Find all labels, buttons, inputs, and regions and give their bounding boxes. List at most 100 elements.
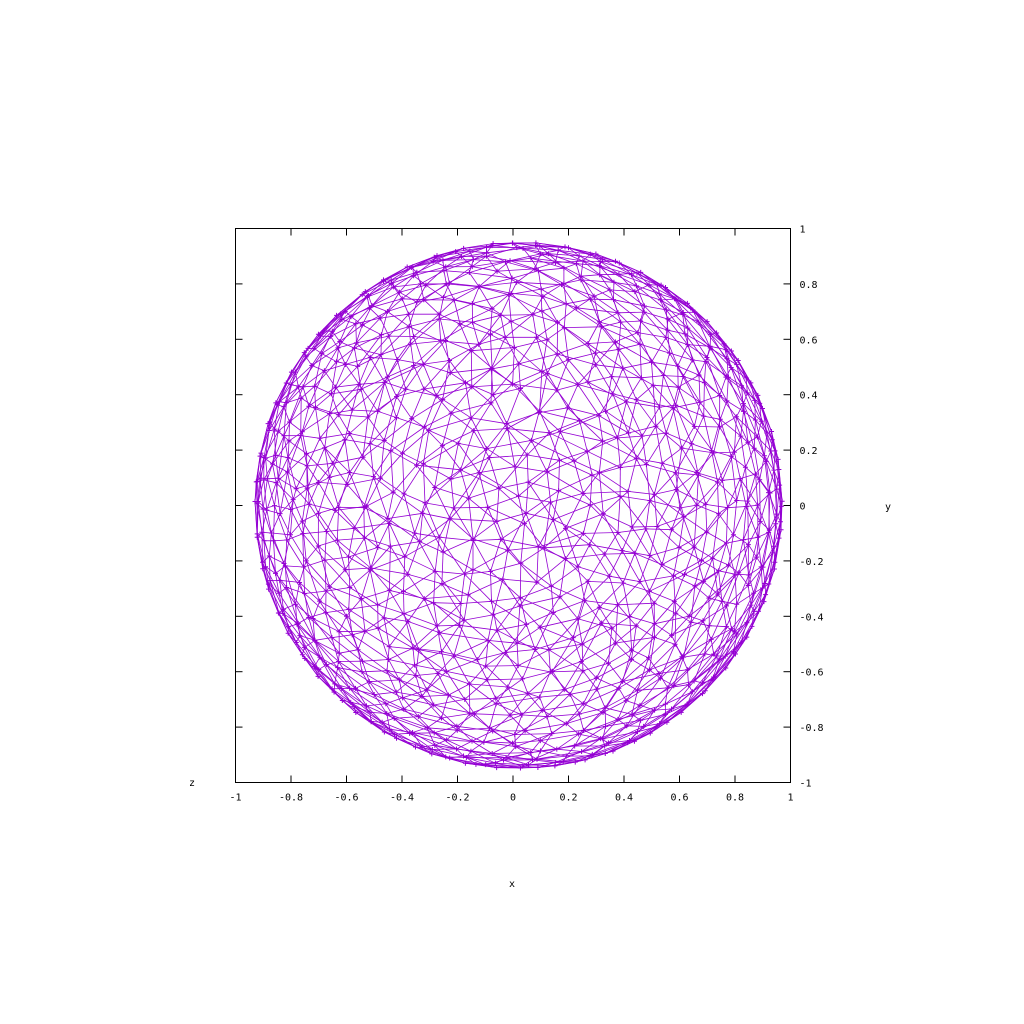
mesh-edge xyxy=(636,285,645,307)
mesh-edge xyxy=(730,456,746,468)
mesh-edge xyxy=(474,697,496,715)
mesh-edge xyxy=(267,455,276,479)
mesh-edge xyxy=(486,440,532,449)
mesh-edge xyxy=(758,583,770,612)
mesh-edge xyxy=(283,608,298,625)
mesh-edge xyxy=(738,544,749,573)
mesh-point xyxy=(688,619,694,625)
mesh-point xyxy=(724,356,730,362)
mesh-edge xyxy=(295,635,301,643)
mesh-edge xyxy=(575,263,582,281)
mesh-edge xyxy=(377,613,405,629)
mesh-edge xyxy=(495,678,523,699)
mesh-edge xyxy=(387,311,410,327)
mesh-edge xyxy=(314,640,338,668)
mesh-edge xyxy=(323,311,346,332)
mesh-point xyxy=(632,289,638,295)
mesh-edge xyxy=(472,550,508,571)
mesh-edge xyxy=(703,564,729,582)
mesh-point xyxy=(664,719,670,725)
mesh-edge xyxy=(693,546,704,582)
mesh-point xyxy=(411,362,417,368)
mesh-edge xyxy=(599,472,604,514)
mesh-edge xyxy=(349,587,378,606)
mesh-point xyxy=(434,623,440,629)
mesh-edge xyxy=(369,681,403,699)
mesh-edge xyxy=(371,721,395,735)
mesh-edge xyxy=(314,640,339,662)
mesh-point xyxy=(485,637,491,643)
x-tick-label: -0.8 xyxy=(279,793,303,804)
mesh-point xyxy=(406,311,412,317)
mesh-edge xyxy=(279,499,294,514)
mesh-edge xyxy=(279,371,292,402)
mesh-edge xyxy=(314,640,327,665)
mesh-edge xyxy=(425,266,447,286)
mesh-edge xyxy=(667,329,685,335)
mesh-point xyxy=(602,750,608,756)
mesh-edge xyxy=(465,382,472,418)
mesh-edge xyxy=(357,366,362,390)
mesh-edge xyxy=(653,575,674,604)
mesh-edge xyxy=(411,388,425,419)
mesh-point xyxy=(336,650,342,656)
mesh-edge xyxy=(295,482,319,490)
mesh-point xyxy=(593,675,599,681)
mesh-edge xyxy=(768,552,774,585)
mesh-point xyxy=(612,339,618,345)
mesh-edge xyxy=(745,466,760,481)
mesh-edge xyxy=(390,426,425,452)
mesh-point xyxy=(728,365,734,371)
mesh-edge xyxy=(637,714,666,733)
mesh-edge xyxy=(259,453,262,479)
mesh-edge xyxy=(628,432,637,459)
mesh-point xyxy=(326,411,332,417)
mesh-point xyxy=(761,453,767,459)
mesh-edge xyxy=(652,384,674,409)
mesh-edge xyxy=(505,624,527,653)
mesh-edge xyxy=(290,365,313,386)
mesh-edge xyxy=(540,289,543,312)
mesh-point xyxy=(751,590,757,596)
mesh-edge xyxy=(337,667,363,673)
mesh-edge xyxy=(711,450,732,457)
mesh-edge xyxy=(536,755,567,760)
mesh-edge xyxy=(479,281,517,287)
mesh-edge xyxy=(380,326,410,355)
mesh-edge xyxy=(716,626,727,657)
mesh-edge xyxy=(667,318,688,345)
mesh-edge xyxy=(290,520,303,536)
mesh-edge xyxy=(290,499,294,535)
mesh-edge xyxy=(745,448,755,468)
mesh-point xyxy=(283,400,289,406)
mesh-point xyxy=(754,554,760,560)
mesh-edge xyxy=(298,623,316,641)
mesh-edge xyxy=(369,681,387,704)
mesh-edge xyxy=(696,472,723,481)
mesh-edge xyxy=(506,412,540,425)
mesh-edge xyxy=(334,484,348,511)
mesh-point xyxy=(535,764,541,770)
mesh-edge xyxy=(308,612,326,618)
mesh-edge xyxy=(665,703,688,715)
mesh-edge xyxy=(445,323,461,341)
mesh-point xyxy=(585,578,591,584)
mesh-edge xyxy=(385,703,419,717)
mesh-edge xyxy=(410,318,440,345)
mesh-edge xyxy=(450,448,487,480)
mesh-point xyxy=(471,711,477,717)
mesh-edge xyxy=(349,433,385,441)
mesh-point xyxy=(646,588,652,594)
mesh-point xyxy=(335,345,341,351)
mesh-point xyxy=(474,657,480,663)
mesh-edge xyxy=(279,580,296,605)
mesh-edge xyxy=(262,508,274,541)
mesh-edge xyxy=(314,640,340,654)
mesh-point xyxy=(732,571,738,577)
mesh-edge xyxy=(644,305,668,331)
mesh-edge xyxy=(547,353,558,374)
mesh-point xyxy=(396,289,402,295)
mesh-edge xyxy=(470,417,488,449)
mesh-edge xyxy=(725,376,748,394)
